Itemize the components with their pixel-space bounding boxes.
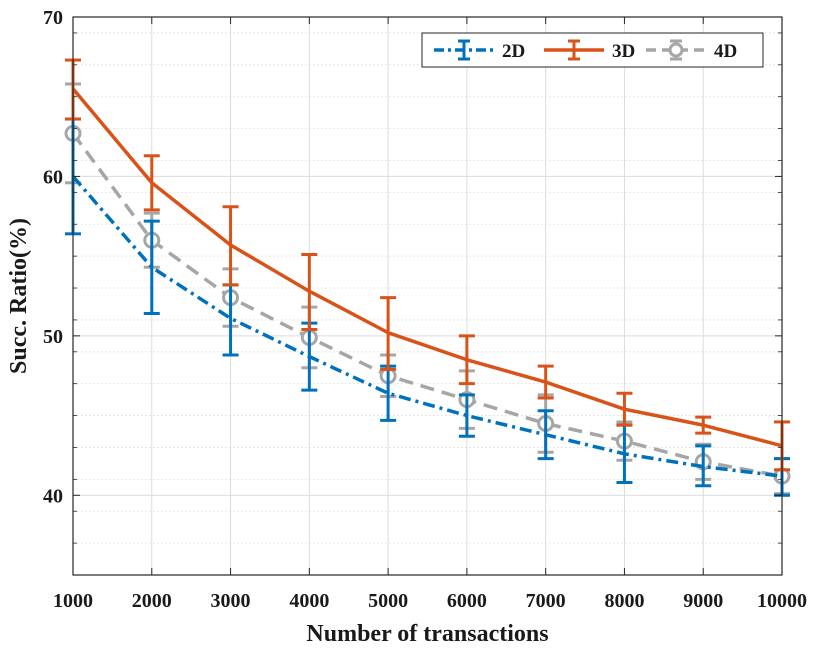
series-2d bbox=[65, 117, 790, 497]
grid bbox=[72, 16, 783, 576]
x-axis-title: Number of transactions bbox=[306, 621, 548, 647]
x-tick-label: 3000 bbox=[211, 590, 251, 612]
x-tick-label: 10000 bbox=[757, 590, 807, 612]
x-tick-label: 4000 bbox=[289, 590, 329, 612]
x-tick-label: 5000 bbox=[368, 590, 408, 612]
y-axis-title: Succ. Ratio(%) bbox=[6, 218, 32, 374]
x-tick-label: 2000 bbox=[132, 590, 172, 612]
legend-marker bbox=[668, 42, 684, 58]
series-layer bbox=[64, 58, 791, 497]
x-tick-label: 7000 bbox=[526, 590, 566, 612]
x-tick-label: 1000 bbox=[53, 590, 93, 612]
series-line bbox=[71, 132, 783, 478]
y-tick-label: 70 bbox=[43, 7, 63, 29]
plot-frame bbox=[72, 16, 783, 576]
legend-item-2d: 2D bbox=[434, 39, 525, 62]
series-4d bbox=[64, 82, 791, 496]
axis-ticks bbox=[72, 16, 783, 576]
legend-label: 4D bbox=[714, 41, 737, 62]
series-3d bbox=[65, 58, 790, 472]
legend-item-4d: 4D bbox=[646, 39, 737, 62]
legend-label: 3D bbox=[612, 41, 635, 62]
series-line bbox=[71, 87, 783, 448]
y-tick-label: 40 bbox=[43, 485, 63, 507]
legend-item-3d: 3D bbox=[544, 39, 635, 62]
y-tick-label: 60 bbox=[43, 166, 63, 188]
x-tick-label: 8000 bbox=[604, 590, 644, 612]
x-tick-label: 9000 bbox=[683, 590, 723, 612]
y-tick-label: 50 bbox=[43, 326, 63, 348]
series-line bbox=[71, 175, 783, 478]
legend-label: 2D bbox=[502, 41, 525, 62]
tick-labels: 1000 2000 3000 4000 5000 6000 7000 8000 9000 1000… bbox=[43, 7, 807, 612]
legend: 2D 3D 4D bbox=[421, 32, 764, 68]
x-tick-label: 6000 bbox=[447, 590, 487, 612]
